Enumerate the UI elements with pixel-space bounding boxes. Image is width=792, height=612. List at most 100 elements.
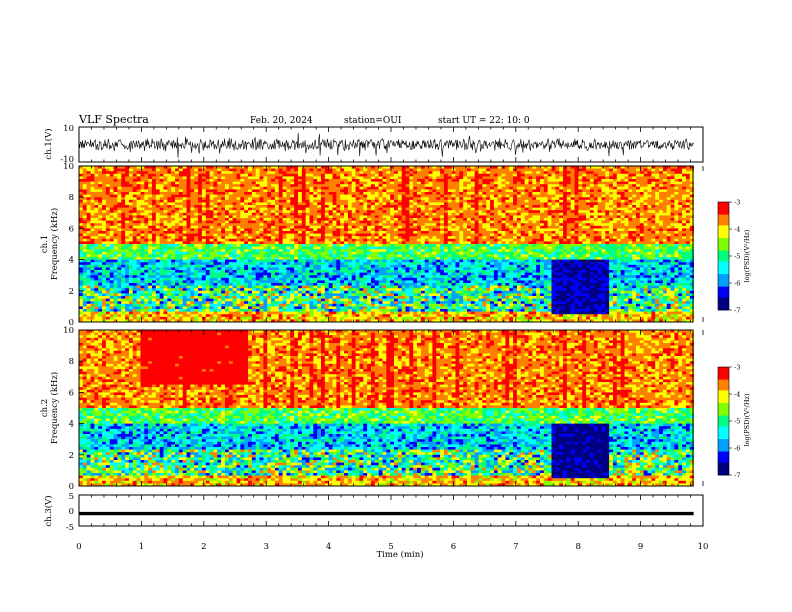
spectrogram-cell	[240, 241, 245, 245]
spectrogram-cell	[155, 199, 161, 203]
spectrogram-cell	[198, 262, 203, 266]
spectrogram-cell	[313, 199, 318, 203]
spectrogram-cell	[347, 241, 353, 245]
spectrogram-cell	[117, 251, 122, 255]
spectrogram-cell	[224, 220, 230, 224]
spectrogram-cell	[98, 236, 103, 240]
spectrogram-cell	[190, 246, 195, 250]
spectrogram-cell	[175, 293, 180, 297]
spectrogram-cell	[113, 197, 118, 201]
spectrogram-cell	[263, 293, 268, 297]
spectrogram-cell	[374, 249, 380, 253]
spectrogram-cell	[217, 207, 222, 211]
spectrogram-cell	[374, 246, 380, 250]
spectrogram-cell	[370, 270, 376, 273]
spectrogram-cell	[117, 272, 122, 276]
spectrogram-cell	[213, 225, 218, 229]
spectrogram-cell	[286, 184, 291, 188]
spectrogram-cell	[286, 238, 291, 242]
spectrogram-cell	[309, 223, 314, 227]
spectrogram-cell	[367, 173, 372, 177]
spectrogram-cell	[190, 231, 195, 234]
spectrogram-cell	[294, 168, 299, 172]
spectrogram-cell	[178, 192, 184, 195]
spectrogram-cell	[90, 212, 95, 216]
spectrogram-cell	[386, 228, 391, 232]
spectrogram-cell	[332, 257, 337, 260]
spectrogram-cell	[297, 241, 303, 245]
spectrogram-cell	[263, 186, 268, 190]
spectrogram-cell	[290, 179, 295, 182]
spectrogram-cell	[367, 184, 372, 188]
spectrogram-cell	[144, 212, 149, 216]
spectrogram-cell	[128, 259, 134, 263]
spectrogram-cell	[109, 171, 114, 175]
spectrogram-cell	[251, 254, 257, 258]
spectrogram-cell	[274, 179, 280, 182]
spectrogram-cell	[224, 228, 230, 232]
spectrogram-cell	[151, 212, 157, 216]
spectrogram-cell	[171, 218, 176, 221]
spectrogram-cell	[359, 306, 364, 310]
spectrogram-cell	[98, 207, 103, 211]
spectrogram-cell	[321, 306, 326, 310]
spectrogram-cell	[144, 244, 149, 247]
spectrogram-cell	[90, 173, 95, 177]
spectrogram-cell	[94, 293, 99, 297]
spectrogram-cell	[125, 192, 130, 195]
spectrogram-cell	[167, 176, 172, 180]
spectrogram-cell	[201, 314, 207, 318]
spectrogram-cell	[86, 285, 91, 289]
spectrogram-cell	[221, 311, 226, 315]
spectrogram-cell	[90, 197, 95, 201]
spectrogram-cell	[232, 316, 237, 320]
spectrogram-cell	[359, 262, 364, 266]
spectrogram-cell	[248, 249, 253, 253]
spectrogram-cell	[305, 283, 310, 286]
spectrogram-cell	[82, 233, 88, 237]
spectrogram-cell	[175, 218, 180, 221]
spectrogram-cell	[248, 231, 253, 234]
spectrogram-cell	[209, 168, 214, 172]
spectrogram-cell	[151, 205, 157, 208]
spectrogram-cell	[151, 202, 157, 206]
spectrogram-cell	[140, 259, 145, 263]
spectrogram-cell	[221, 280, 226, 284]
spectrogram-cell	[336, 166, 341, 169]
spectrogram-cell	[105, 184, 111, 188]
spectrogram-cell	[294, 215, 299, 219]
spectrogram-cell	[136, 231, 141, 234]
spectrogram-cell	[194, 205, 199, 208]
spectrogram-cell	[321, 205, 326, 208]
spectrogram-cell	[186, 210, 191, 214]
spectrogram-cell	[374, 303, 380, 307]
spectrogram-cell	[194, 228, 199, 232]
spectrogram-cell	[240, 316, 245, 320]
spectrogram-cell	[94, 249, 99, 253]
spectrogram-cell	[128, 301, 134, 305]
spectrogram-cell	[336, 231, 341, 234]
spectrogram-cell	[155, 171, 161, 175]
spectrogram-cell	[190, 309, 195, 312]
spectrogram-cell	[144, 285, 149, 289]
spectrogram-cell	[79, 197, 84, 201]
spectrogram-cell	[232, 270, 237, 273]
spectrogram-cell	[186, 306, 191, 310]
spectrogram-cell	[324, 223, 330, 227]
spectrogram-cell	[340, 259, 345, 263]
spectrogram-cell	[94, 166, 99, 169]
spectrogram-cell	[278, 233, 283, 237]
spectrogram-cell	[175, 283, 180, 286]
spectrogram-cell	[328, 257, 333, 260]
spectrogram-cell	[271, 309, 276, 312]
spectrogram-cell	[182, 171, 187, 175]
spectrogram-cell	[213, 285, 218, 289]
spectrogram-cell	[363, 306, 368, 310]
spectrogram-cell	[294, 272, 299, 276]
spectrogram-cell	[321, 285, 326, 289]
spectrogram-cell	[240, 231, 245, 234]
spectrogram-cell	[286, 192, 291, 195]
spectrogram-cell	[102, 270, 107, 273]
spectrogram-cell	[132, 254, 138, 258]
spectrogram-cell	[136, 223, 141, 227]
